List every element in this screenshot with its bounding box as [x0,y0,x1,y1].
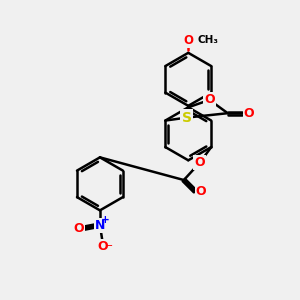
Text: O: O [183,34,193,47]
Text: CH₃: CH₃ [198,35,219,46]
Text: N: N [95,219,105,232]
Text: O: O [194,156,205,169]
Text: O: O [204,93,215,106]
Text: +: + [100,215,109,225]
Text: O: O [97,240,108,254]
Text: O: O [196,185,206,198]
Text: O: O [244,107,254,120]
Text: S: S [182,111,191,124]
Text: O: O [74,221,84,235]
Text: ⁻: ⁻ [105,242,112,255]
